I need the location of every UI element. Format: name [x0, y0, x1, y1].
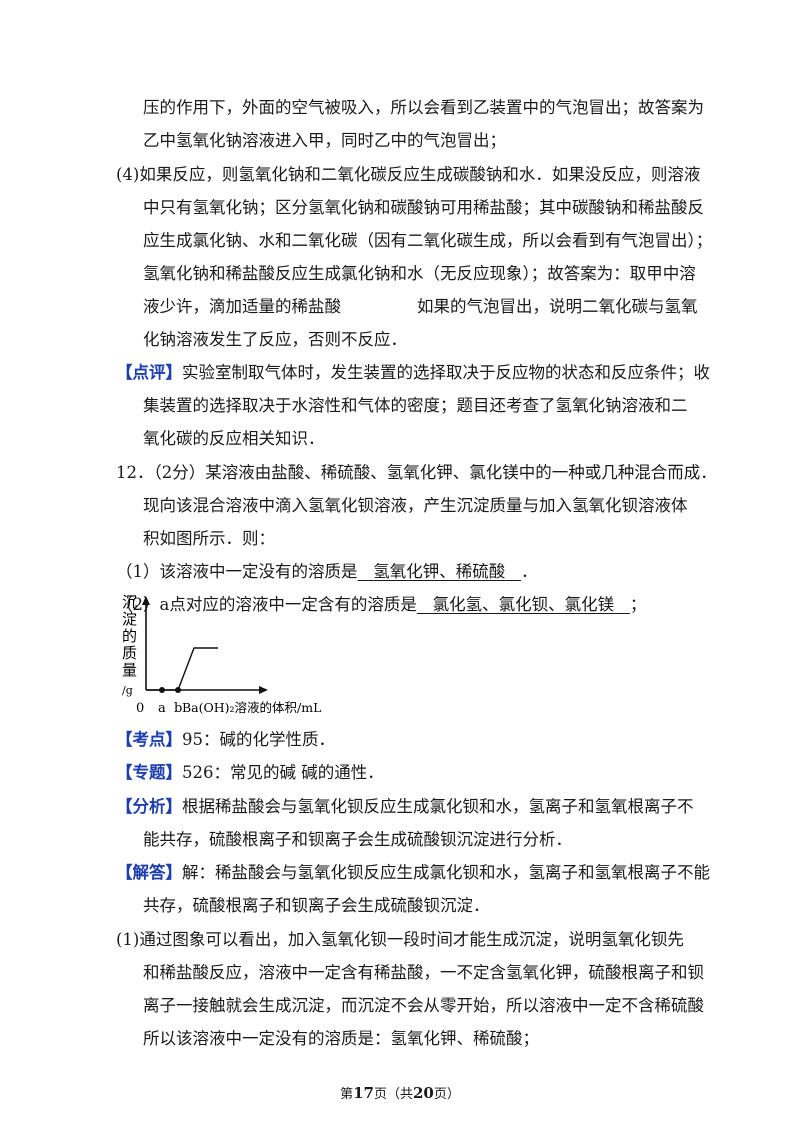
zhuanti-text: 526：常见的碱 碱的通性． [182, 763, 384, 782]
x-axis-arrow [259, 686, 268, 694]
text-line: 和稀盐酸反应，溶液中一定含有稀盐酸，一不定含氢氧化钾，硫酸根离子和钡 [143, 963, 704, 982]
text-line: 乙中氢氧化钠溶液进入甲，同时乙中的气泡冒出； [143, 131, 506, 150]
question-title: 12．（2分）某溶液由盐酸、稀硫酸、氢氧化钾、氯化镁中的一种或几种混合而成． [116, 463, 717, 482]
answer-text: 氢氧化钾、稀硫酸 [373, 562, 506, 581]
text-line: 现向该混合溶液中滴入氢氧化钡溶液，产生沉淀质量与加入氢氧化钡溶液体 [143, 496, 688, 515]
analysis-tag: 【分析】 [116, 797, 182, 816]
text-segment: 液少许，滴加适量的稀盐酸 [143, 297, 341, 316]
review-tag: 【点评】 [116, 363, 182, 382]
punct: ； [629, 595, 647, 614]
subquestion-1: （1）该溶液中一定没有的溶质是 氢氧化钾、稀硫酸 ． [116, 560, 538, 584]
text-segment: 如果的气泡冒出，说明二氧化碳与氢氧 [417, 297, 698, 316]
analysis-line: 【分析】根据稀盐酸会与氢氧化钡反应生成氯化钡和水，氢离子和氢氧根离子不 [116, 795, 694, 819]
y-label-char: 的 [122, 627, 137, 645]
y-label-char: 质 [122, 644, 137, 662]
text-line: 压的作用下，外面的空气被吸入，所以会看到乙装置中的气泡冒出；故答案为 [143, 98, 704, 117]
total-pages: 20 [413, 1084, 434, 1102]
subquestion-2: （2）a点对应的溶液中一定含有的溶质是 氯化氢、氯化钡、氯化镁 ； [116, 593, 646, 617]
text-line: (1)通过图象可以看出，加入氢氧化钡一段时间才能生成沉淀，说明氢氧化钡先 [116, 930, 684, 949]
text-line: 积如图所示．则： [143, 529, 275, 548]
point-b [175, 687, 181, 693]
analysis-text: 根据稀盐酸会与氢氧化钡反应生成氯化钡和水，氢离子和氢氧根离子不 [182, 797, 694, 816]
origin-label: 0 [136, 701, 144, 716]
series-line [146, 647, 218, 691]
subquestion-text: （1）该溶液中一定没有的溶质是 [116, 562, 358, 581]
zhuanti-line: 【专题】526：常见的碱 碱的通性． [116, 761, 384, 785]
y-label-unit: /g [122, 684, 133, 697]
footer-text: 页） [433, 1087, 460, 1102]
answer-blank: 氯化氢、氯化钡、氯化镁 [417, 595, 630, 614]
y-axis-arrow [142, 596, 150, 605]
text-line: 离子一接触就会生成沉淀，而沉淀不会从零开始，所以溶液中一定不含稀硫酸 [143, 996, 704, 1015]
text-line: 中只有氢氧化钠；区分氢氧化钠和碳酸钠可用稀盐酸；其中碳酸钠和稀盐酸反 [143, 198, 704, 217]
solution-tag: 【解答】 [116, 863, 182, 882]
review-text: 实验室制取气体时，发生装置的选择取决于反应物的状态和反应条件；收 [182, 363, 710, 382]
kaodian-tag: 【考点】 [116, 730, 182, 749]
text-line: 氧化碳的反应相关知识． [143, 429, 325, 448]
footer-text: 页（共 [373, 1087, 413, 1102]
text-line: 氢氧化钠和稀盐酸反应生成氯化钠和水（无反应现象）；故答案为：取甲中溶 [143, 264, 696, 283]
y-label-char: 沉 [122, 593, 137, 611]
kaodian-line: 【考点】95：碱的化学性质． [116, 728, 335, 752]
punct: ． [521, 562, 538, 581]
solution-line: 【解答】解：稀盐酸会与氢氧化钡反应生成氯化钡和水，氢离子和氢氧根离子不能 [116, 861, 710, 885]
page-footer: 第17页（共20页） [0, 1084, 800, 1104]
page-number: 17 [353, 1084, 374, 1102]
text-line: 液少许，滴加适量的稀盐酸 如果的气泡冒出，说明二氧化碳与氢氧 [143, 295, 698, 319]
subquestion-text: （2）a点对应的溶液中一定含有的溶质是 [116, 595, 417, 614]
series-group [146, 647, 218, 691]
x-axis-label: Ba(OH)₂溶液的体积/mL [182, 700, 321, 715]
y-label-char: 量 [122, 661, 137, 679]
kaodian-text: 95：碱的化学性质． [182, 730, 335, 749]
text-line: 共存，硫酸根离子和钡离子会生成硫酸钡沉淀． [143, 896, 490, 915]
review-line: 【点评】实验室制取气体时，发生装置的选择取决于反应物的状态和反应条件；收 [116, 361, 710, 385]
x-tick-label: a [158, 701, 166, 716]
y-label-char: 淀 [122, 610, 137, 628]
text-line: (4)如果反应，则氢氧化钠和二氧化碳反应生成碳酸钠和水．如果没反应，则溶液 [116, 165, 701, 184]
solution-text: 解：稀盐酸会与氢氧化钡反应生成氯化钡和水，氢离子和氢氧根离子不能 [182, 863, 710, 882]
text-line: 所以该溶液中一定没有的溶质是：氢氧化钾、稀硫酸； [143, 1029, 539, 1048]
footer-text: 第 [340, 1087, 354, 1102]
text-line: 化钠溶液发生了反应，否则不反应． [143, 330, 407, 349]
text-line: 集装置的选择取决于水溶性和气体的密度；题目还考查了氢氧化钠溶液和二 [143, 396, 688, 415]
text-line: 能共存，硫酸根离子和钡离子会生成硫酸钡沉淀进行分析． [143, 830, 572, 849]
points-group [159, 687, 181, 693]
zhuanti-tag: 【专题】 [116, 763, 182, 782]
answer-text: 氯化氢、氯化钡、氯化镁 [432, 595, 615, 614]
x-tick-label: b [174, 701, 182, 716]
point-a [159, 687, 165, 693]
answer-blank: 氢氧化钾、稀硫酸 [358, 562, 522, 581]
text-line: 应生成氯化钠、水和二氧化碳（因有二氧化碳生成，所以会看到有气泡冒出）； [143, 231, 713, 250]
